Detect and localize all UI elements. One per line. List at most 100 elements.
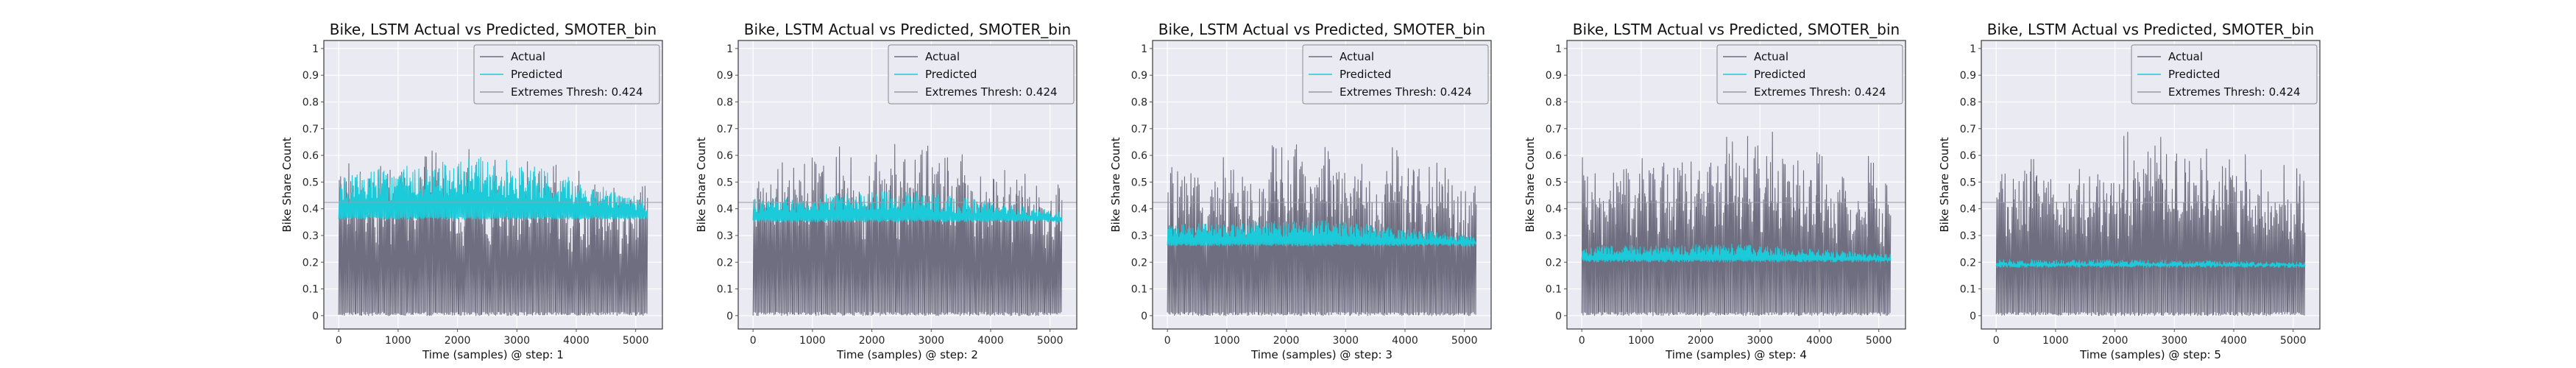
y-tick-label: 0.8 [302,96,319,108]
y-tick-label: 0.5 [717,177,733,188]
x-axis-label: Time (samples) @ step: 4 [1665,348,1807,361]
chart-panel-4: 0 0.1 0.2 0.3 0.4 0.5 0.6 0.7 0.8 0.9 1 0 1000 2000 30… [1524,21,1906,361]
legend-label: Predicted [511,68,562,81]
legend-box [1716,44,1903,105]
x-tick-label: 5000 [1866,335,1892,347]
plot-frame [1152,40,1492,330]
series-actual-line [1995,132,2306,316]
y-tick-label: 1 [1141,43,1147,55]
plot-frame [737,40,1078,330]
legend-label: Actual [1340,50,1374,63]
y-tick-label: 0.7 [1131,124,1147,135]
chart-panel-3: 0 0.1 0.2 0.3 0.4 0.5 0.6 0.7 0.8 0.9 1 0 1000 2000 30… [1109,21,1492,361]
x-tick-label: 3000 [918,335,944,347]
x-tick-label: 4000 [563,335,590,347]
x-tick-label: 0 [1579,335,1585,347]
x-tick-label: 4000 [977,335,1004,347]
legend-label: Extremes Thresh: 0.424 [1340,85,1472,99]
y-tick-label: 0.7 [302,124,319,135]
y-tick-label: 0.6 [302,150,319,162]
x-tick-label: 3000 [1332,335,1359,347]
y-tick-label: 0 [1141,311,1147,322]
legend: Actual Predicted Extremes Thresh: 0.424 [1716,44,1903,105]
y-tick-label: 0.9 [1546,70,1562,82]
y-tick-label: 0.9 [1131,70,1147,82]
y-tick-label: 0.1 [1131,284,1147,296]
legend-box [473,44,660,105]
y-tick-label: 0.6 [1960,150,1976,162]
x-tick-label: 1000 [1214,335,1240,347]
x-axis-label: Time (samples) @ step: 1 [422,348,564,361]
x-tick-label: 0 [750,335,757,347]
y-tick-label: 0.3 [1546,230,1562,242]
legend-box [1302,44,1489,105]
legend-box [2131,44,2318,105]
y-tick-label: 0.9 [1960,70,1976,82]
series-predicted-line [1167,220,1477,247]
x-tick-label: 2000 [859,335,885,347]
y-tick-label: 1 [312,43,319,55]
x-tick-label: 0 [336,335,342,347]
legend: Actual Predicted Extremes Thresh: 0.424 [1302,44,1489,105]
y-tick-label: 0.2 [717,257,733,269]
legend: Actual Predicted Extremes Thresh: 0.424 [888,44,1075,105]
y-tick-label: 0.2 [1960,257,1976,269]
y-tick-label: 0.7 [717,124,733,135]
legend-label: Predicted [1754,68,1805,81]
chart-title: Bike, LSTM Actual vs Predicted, SMOTER_b… [330,21,657,38]
x-tick-label: 1000 [1628,335,1655,347]
y-axis-label: Bike Share Count [695,137,708,232]
legend-label: Extremes Thresh: 0.424 [1754,85,1886,99]
series-actual-line [752,144,1063,316]
x-tick-label: 0 [1164,335,1171,347]
legend-label: Extremes Thresh: 0.424 [925,85,1058,99]
chart-panel-5: 0 0.1 0.2 0.3 0.4 0.5 0.6 0.7 0.8 0.9 1 0 1000 2000 30… [1938,21,2321,361]
x-tick-label: 1000 [2042,335,2069,347]
y-tick-label: 0.5 [302,177,319,188]
x-tick-label: 1000 [799,335,826,347]
series-actual-line [338,149,648,316]
legend-box [888,44,1075,105]
y-tick-label: 1 [726,43,733,55]
x-tick-label: 1000 [385,335,411,347]
x-tick-label: 4000 [1806,335,1833,347]
y-tick-label: 0.2 [302,257,319,269]
y-axis-label: Bike Share Count [1524,137,1537,232]
series-predicted-line [1995,259,2306,269]
x-tick-label: 2000 [2102,335,2129,347]
y-tick-label: 0.7 [1960,124,1976,135]
legend-label: Predicted [2168,68,2220,81]
x-tick-label: 2000 [1688,335,1714,347]
x-tick-label: 4000 [1392,335,1418,347]
y-tick-label: 0.8 [1546,96,1562,108]
y-tick-label: 0.4 [1131,204,1147,216]
chart-title: Bike, LSTM Actual vs Predicted, SMOTER_b… [1158,21,1485,38]
legend-label: Actual [1754,50,1788,63]
y-tick-label: 0.4 [1960,204,1976,216]
x-axis-label: Time (samples) @ step: 2 [836,348,978,361]
y-tick-label: 0.9 [717,70,733,82]
plot-frame [1981,40,2321,330]
y-tick-label: 0.3 [1960,230,1976,242]
y-tick-label: 0.1 [302,284,319,296]
y-tick-label: 0.1 [717,284,733,296]
y-tick-label: 0.6 [1131,150,1147,162]
y-tick-label: 0 [312,311,319,322]
y-tick-label: 0.3 [1131,230,1147,242]
y-tick-label: 0.2 [1546,257,1562,269]
x-tick-label: 3000 [503,335,530,347]
x-tick-label: 0 [1993,335,2000,347]
plot-frame [323,40,663,330]
y-tick-label: 0.8 [1960,96,1976,108]
x-tick-label: 4000 [2221,335,2247,347]
y-tick-label: 0.9 [302,70,319,82]
chart-title: Bike, LSTM Actual vs Predicted, SMOTER_b… [744,21,1071,38]
series-predicted-line [1581,244,1892,263]
chart-title: Bike, LSTM Actual vs Predicted, SMOTER_b… [1573,21,1900,38]
y-tick-label: 0.3 [717,230,733,242]
legend-label: Predicted [1340,68,1391,81]
y-tick-label: 0 [1555,311,1562,322]
legend-label: Extremes Thresh: 0.424 [2168,85,2301,99]
legend-label: Actual [511,50,545,63]
y-tick-label: 0.5 [1960,177,1976,188]
